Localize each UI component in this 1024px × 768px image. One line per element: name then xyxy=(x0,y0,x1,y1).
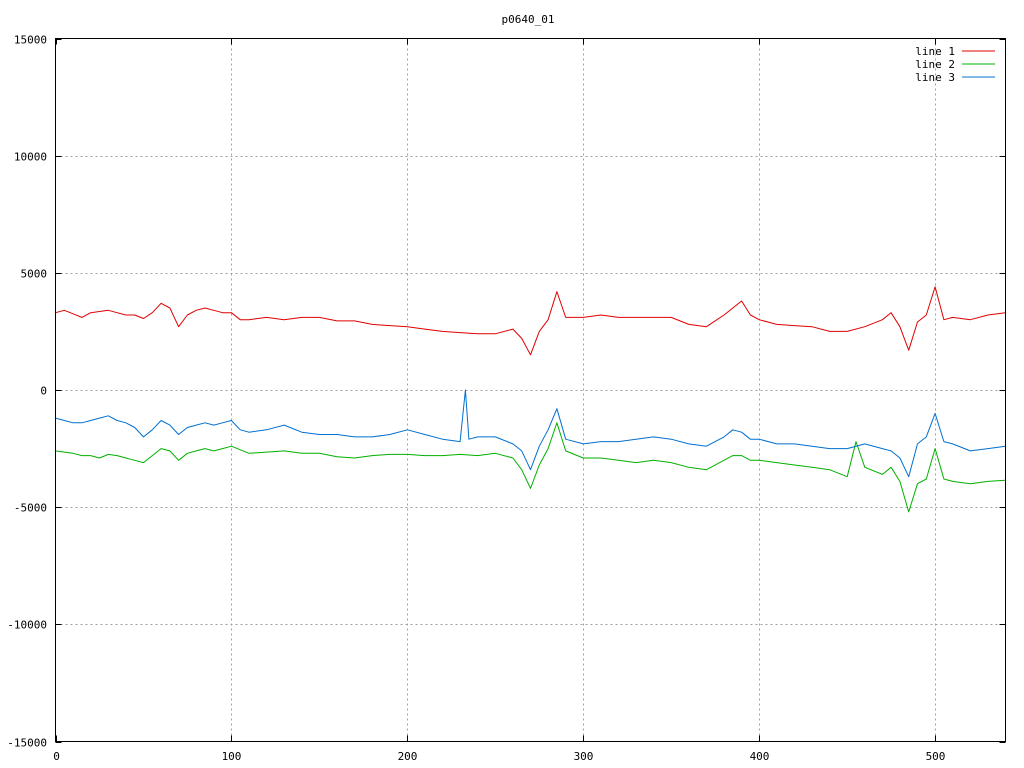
legend-label-2: line 2 xyxy=(915,58,955,71)
x-tick-label: 200 xyxy=(398,750,418,763)
x-tick-label: 400 xyxy=(750,750,770,763)
series-line-1 xyxy=(55,286,1006,356)
y-tick-label: -5000 xyxy=(14,502,47,515)
grid xyxy=(55,38,1006,742)
x-tick-label: 300 xyxy=(574,750,594,763)
y-tick-label: 10000 xyxy=(14,151,47,164)
y-tick-label: 0 xyxy=(40,385,47,398)
series-line-3 xyxy=(55,389,1006,478)
y-tick-label: 15000 xyxy=(14,34,47,47)
x-tick-label: 500 xyxy=(926,750,946,763)
y-tick-label: -15000 xyxy=(7,737,47,750)
y-tick-label: 5000 xyxy=(21,268,48,281)
x-tick-label: 100 xyxy=(222,750,242,763)
axis-ticks: 0 100 200 300 400 500 -15000 -10000 -5000 0 5000 10… xyxy=(7,34,1006,763)
legend-label-3: line 3 xyxy=(915,71,955,84)
x-tick-label: 0 xyxy=(53,750,60,763)
y-tick-label: -10000 xyxy=(7,619,47,632)
series-group xyxy=(55,286,1006,513)
series-line-2 xyxy=(55,422,1006,513)
legend-label-1: line 1 xyxy=(915,45,955,58)
chart-title: p0640_01 xyxy=(502,13,555,26)
